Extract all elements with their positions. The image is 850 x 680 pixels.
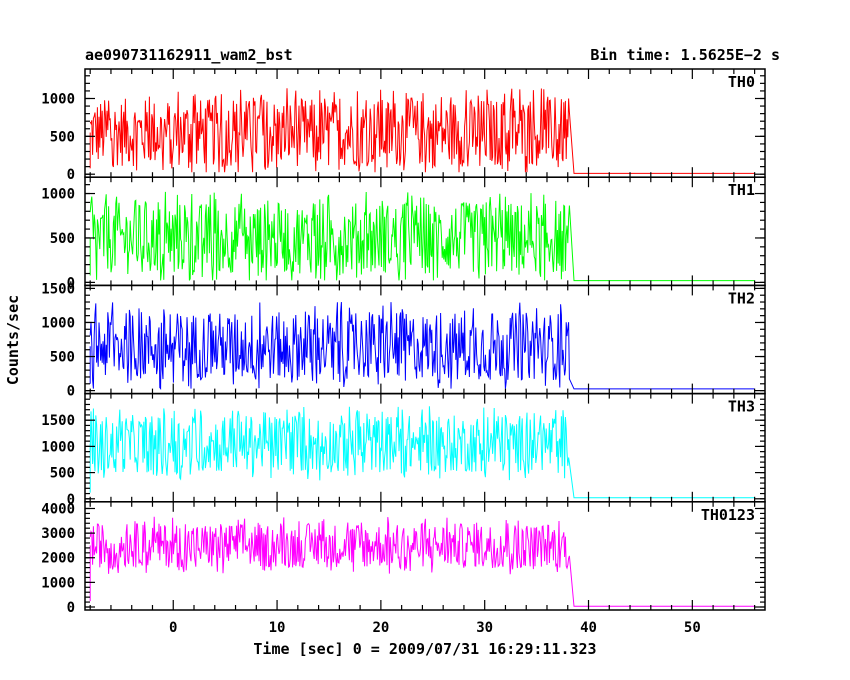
series-label-th1: TH1 [728, 181, 755, 199]
y-tick-label: 0 [67, 384, 75, 400]
series-label-th3: TH3 [728, 398, 755, 416]
y-tick-label: 500 [50, 231, 75, 247]
series-line-th0123 [90, 517, 754, 607]
y-tick-label: 1000 [41, 187, 75, 203]
y-tick-label: 500 [50, 129, 75, 145]
series-line-th0 [90, 88, 754, 173]
series-label-th0123: TH0123 [701, 506, 755, 524]
x-axis-label: Time [sec] 0 = 2009/07/31 16:29:11.323 [253, 640, 596, 658]
y-tick-label: 0 [67, 167, 75, 183]
y-tick-label: 1500 [41, 281, 75, 297]
panels-group: TH005001000TH105001000TH2050010001500TH3… [41, 69, 765, 636]
y-tick-label: 2000 [41, 551, 75, 567]
y-tick-label: 1000 [41, 439, 75, 455]
series-line-th3 [90, 406, 754, 498]
y-tick-label: 1500 [41, 413, 75, 429]
y-tick-label: 4000 [41, 501, 75, 517]
y-tick-label: 500 [50, 466, 75, 482]
x-tick-label: 30 [476, 620, 493, 636]
y-tick-label: 3000 [41, 526, 75, 542]
x-tick-label: 20 [372, 620, 389, 636]
x-tick-label: 10 [269, 620, 286, 636]
chart-title: ae090731162911_wam2_bst [85, 46, 293, 64]
x-tick-label: 0 [169, 620, 177, 636]
y-axis-label: Counts/sec [4, 295, 22, 385]
bin-time-label: Bin time: 1.5625E−2 s [590, 46, 780, 64]
y-tick-label: 1000 [41, 315, 75, 331]
x-tick-label: 50 [684, 620, 701, 636]
x-tick-label: 40 [580, 620, 597, 636]
series-label-th0: TH0 [728, 73, 755, 91]
y-tick-label: 0 [67, 600, 75, 616]
panel-frame-th3 [85, 394, 765, 502]
y-tick-label: 1000 [41, 575, 75, 591]
series-line-th1 [90, 192, 754, 281]
y-tick-label: 1000 [41, 91, 75, 107]
series-line-th2 [90, 302, 754, 389]
y-tick-label: 500 [50, 350, 75, 366]
series-label-th2: TH2 [728, 289, 755, 307]
